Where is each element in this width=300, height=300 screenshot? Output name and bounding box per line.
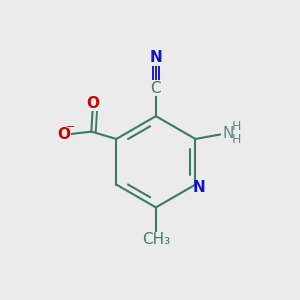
Text: N: N bbox=[193, 180, 205, 195]
Text: N: N bbox=[222, 126, 233, 141]
Text: C: C bbox=[151, 81, 161, 96]
Text: O: O bbox=[57, 127, 70, 142]
Text: H: H bbox=[232, 133, 241, 146]
Text: −: − bbox=[66, 122, 76, 132]
Text: CH₃: CH₃ bbox=[142, 232, 170, 247]
Text: O: O bbox=[86, 95, 99, 110]
Text: N: N bbox=[149, 50, 162, 65]
Text: H: H bbox=[232, 120, 241, 133]
